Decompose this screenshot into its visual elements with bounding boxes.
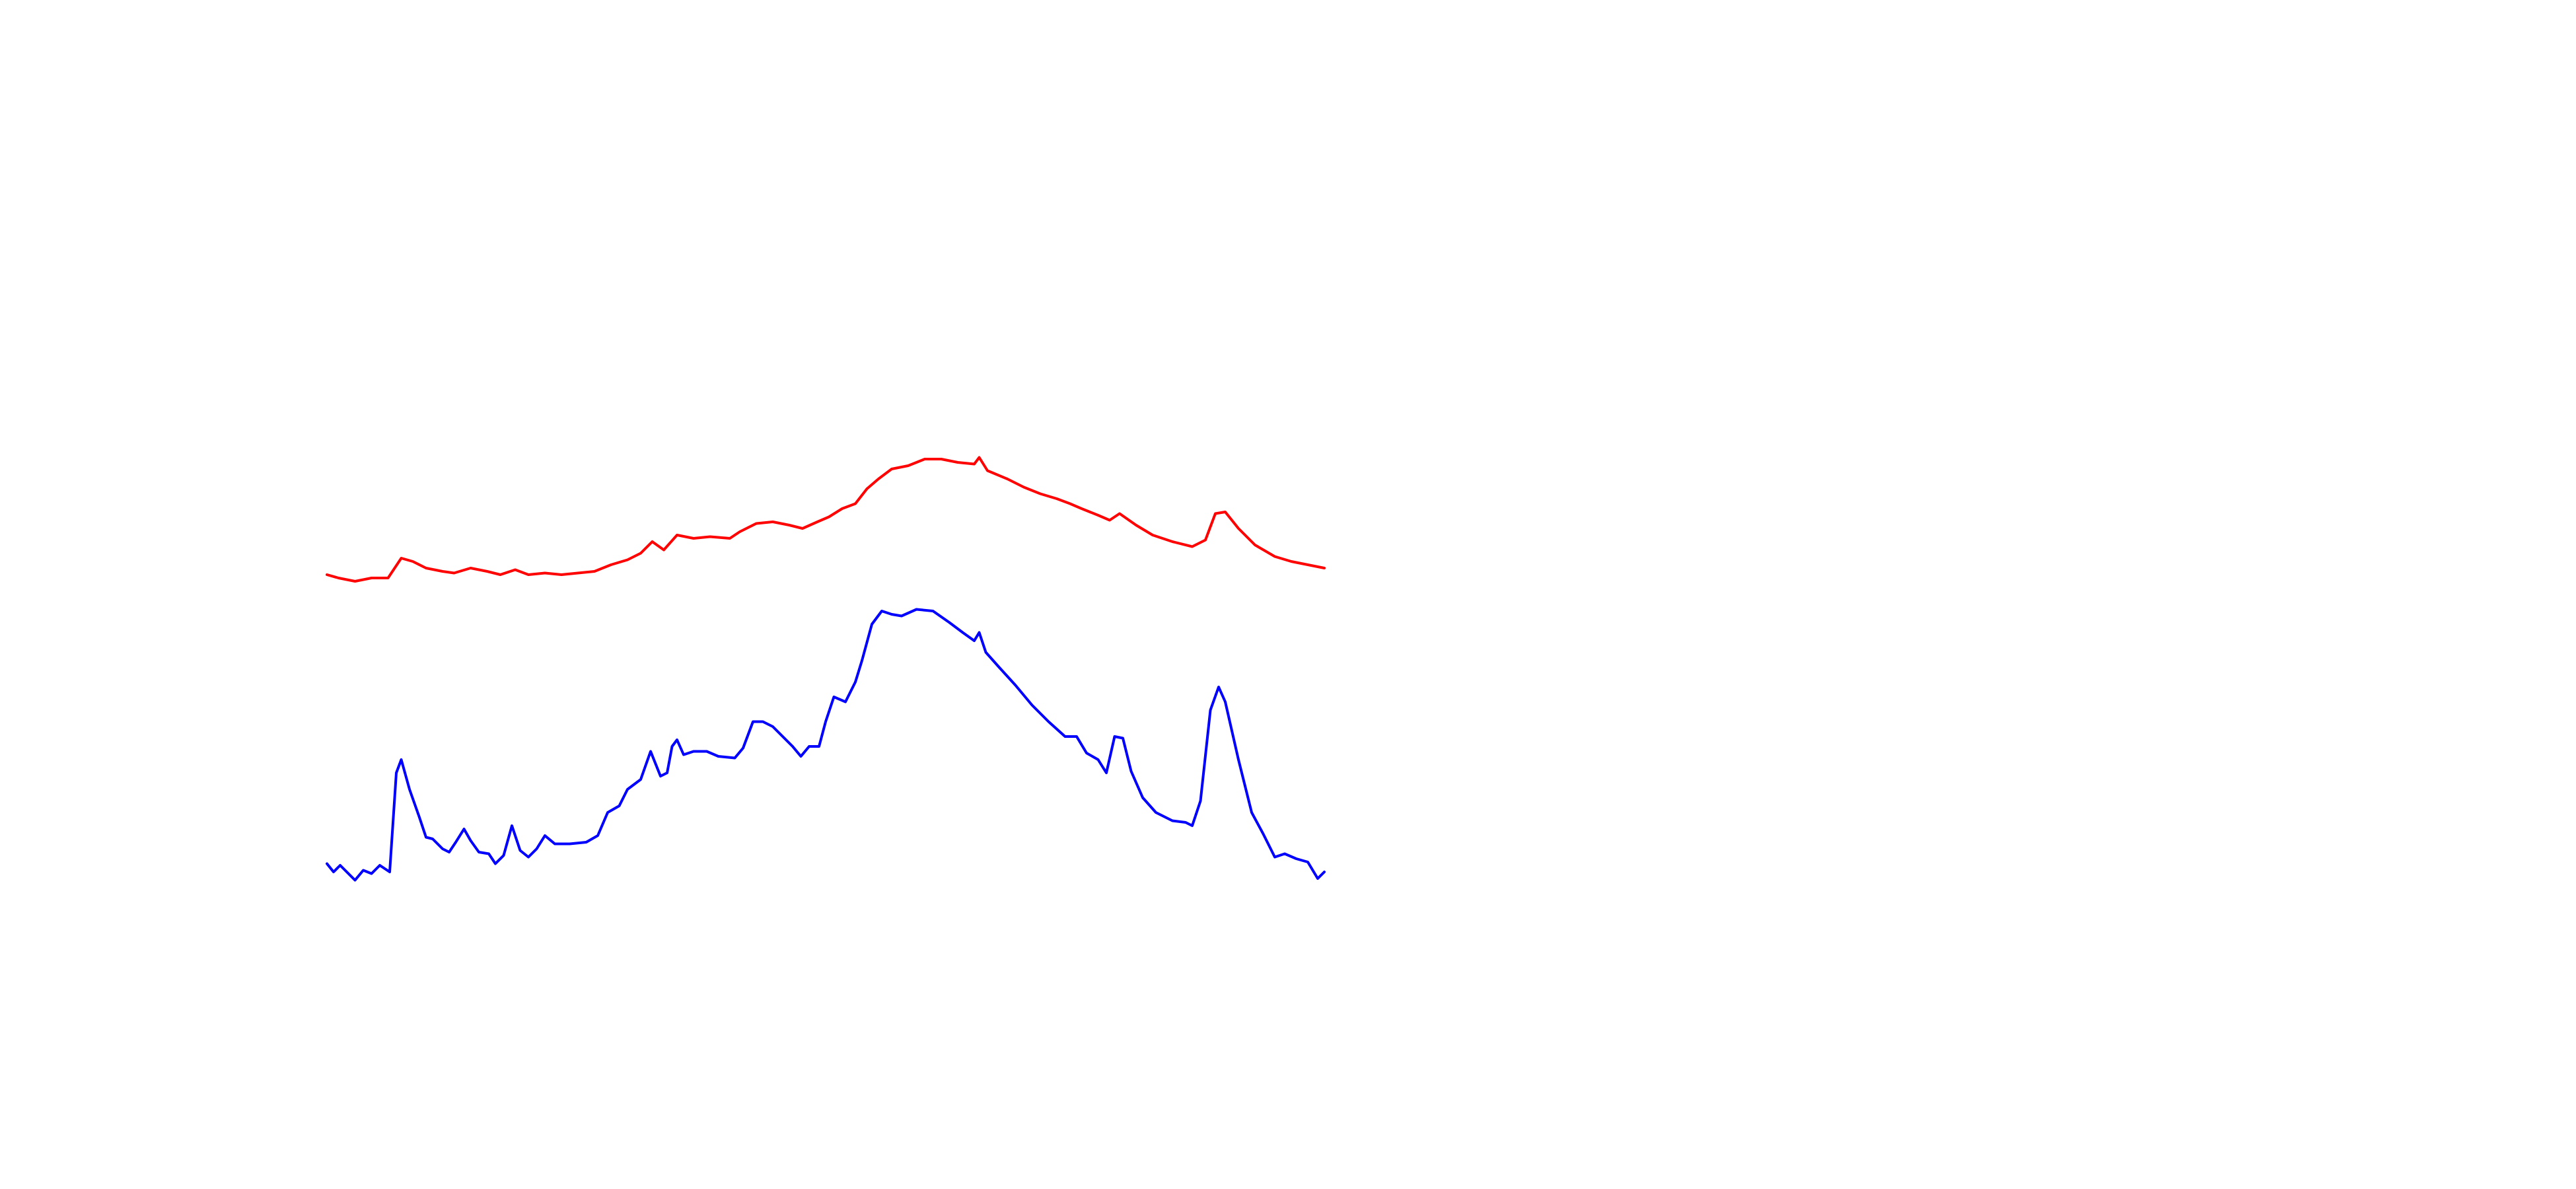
line-series bbox=[326, 608, 1326, 882]
line-series bbox=[326, 456, 1326, 583]
